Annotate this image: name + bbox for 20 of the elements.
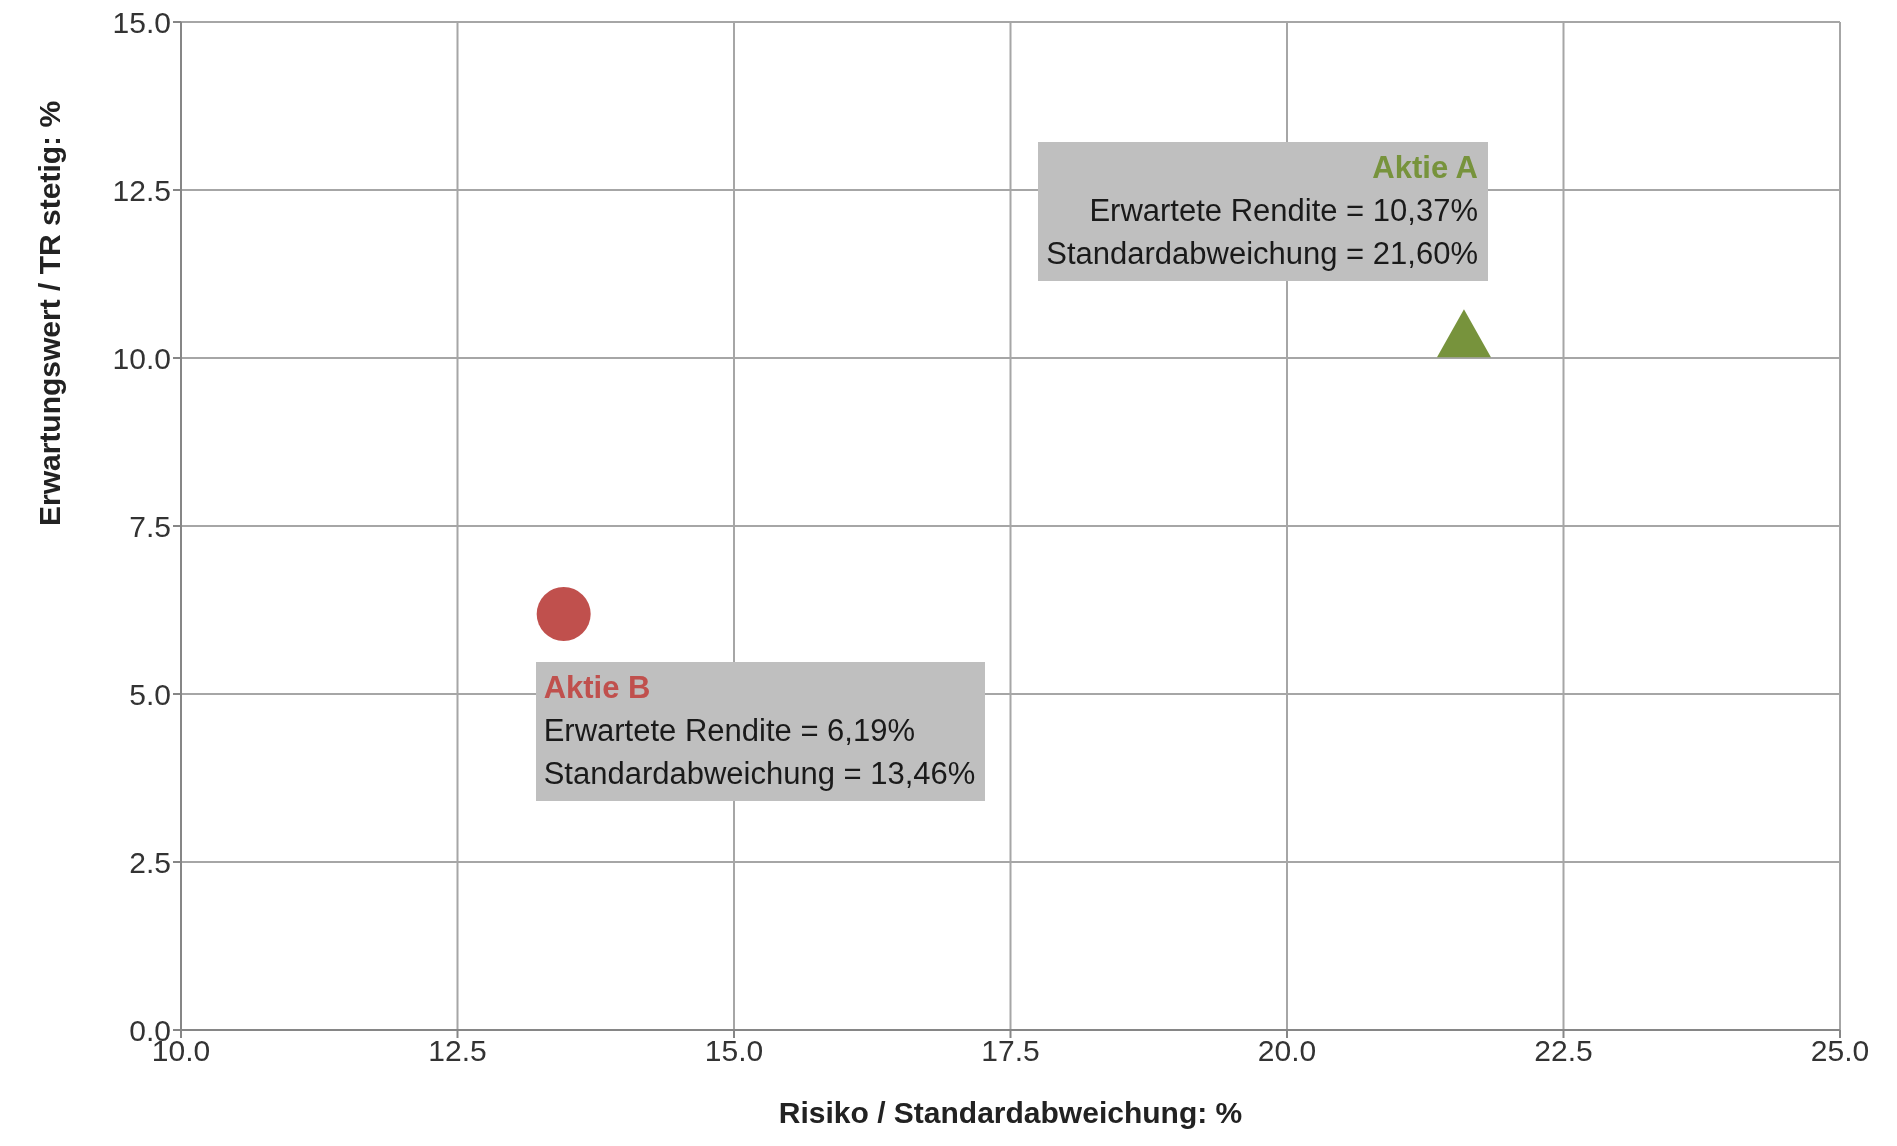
x-tick-label: 25.0 <box>1810 1034 1870 1068</box>
x-tick-label: 22.5 <box>1534 1034 1593 1068</box>
y-tick-label: 7.5 <box>129 509 171 543</box>
annotation: Erwartete Rendite = 6,19% <box>543 712 917 751</box>
annotation: Standardabweichung = 13,46% <box>543 755 976 794</box>
x-tick-label: 17.5 <box>981 1034 1040 1068</box>
x-axis-title: Risiko / Standardabweichung: % <box>777 1096 1244 1130</box>
series-label: Aktie B <box>543 669 652 708</box>
x-tick-label: 12.5 <box>428 1034 487 1068</box>
y-axis-title: Erwartungswert / TR stetig: % <box>33 100 67 526</box>
x-tick-label: 15.0 <box>704 1034 764 1068</box>
y-tick-label: 5.0 <box>129 677 171 711</box>
annotation: Standardabweichung = 21,60% <box>1046 235 1478 274</box>
y-tick-label: 12.5 <box>112 173 171 207</box>
y-tick-label: 15.0 <box>112 5 171 39</box>
annotation: Erwartete Rendite = 10,37% <box>1088 192 1478 231</box>
text: Aktie A <box>1371 149 1478 188</box>
x-tick-label: 20.0 <box>1257 1034 1317 1068</box>
y-tick-label: 2.5 <box>129 845 171 879</box>
y-tick-label: 10.0 <box>112 341 171 375</box>
